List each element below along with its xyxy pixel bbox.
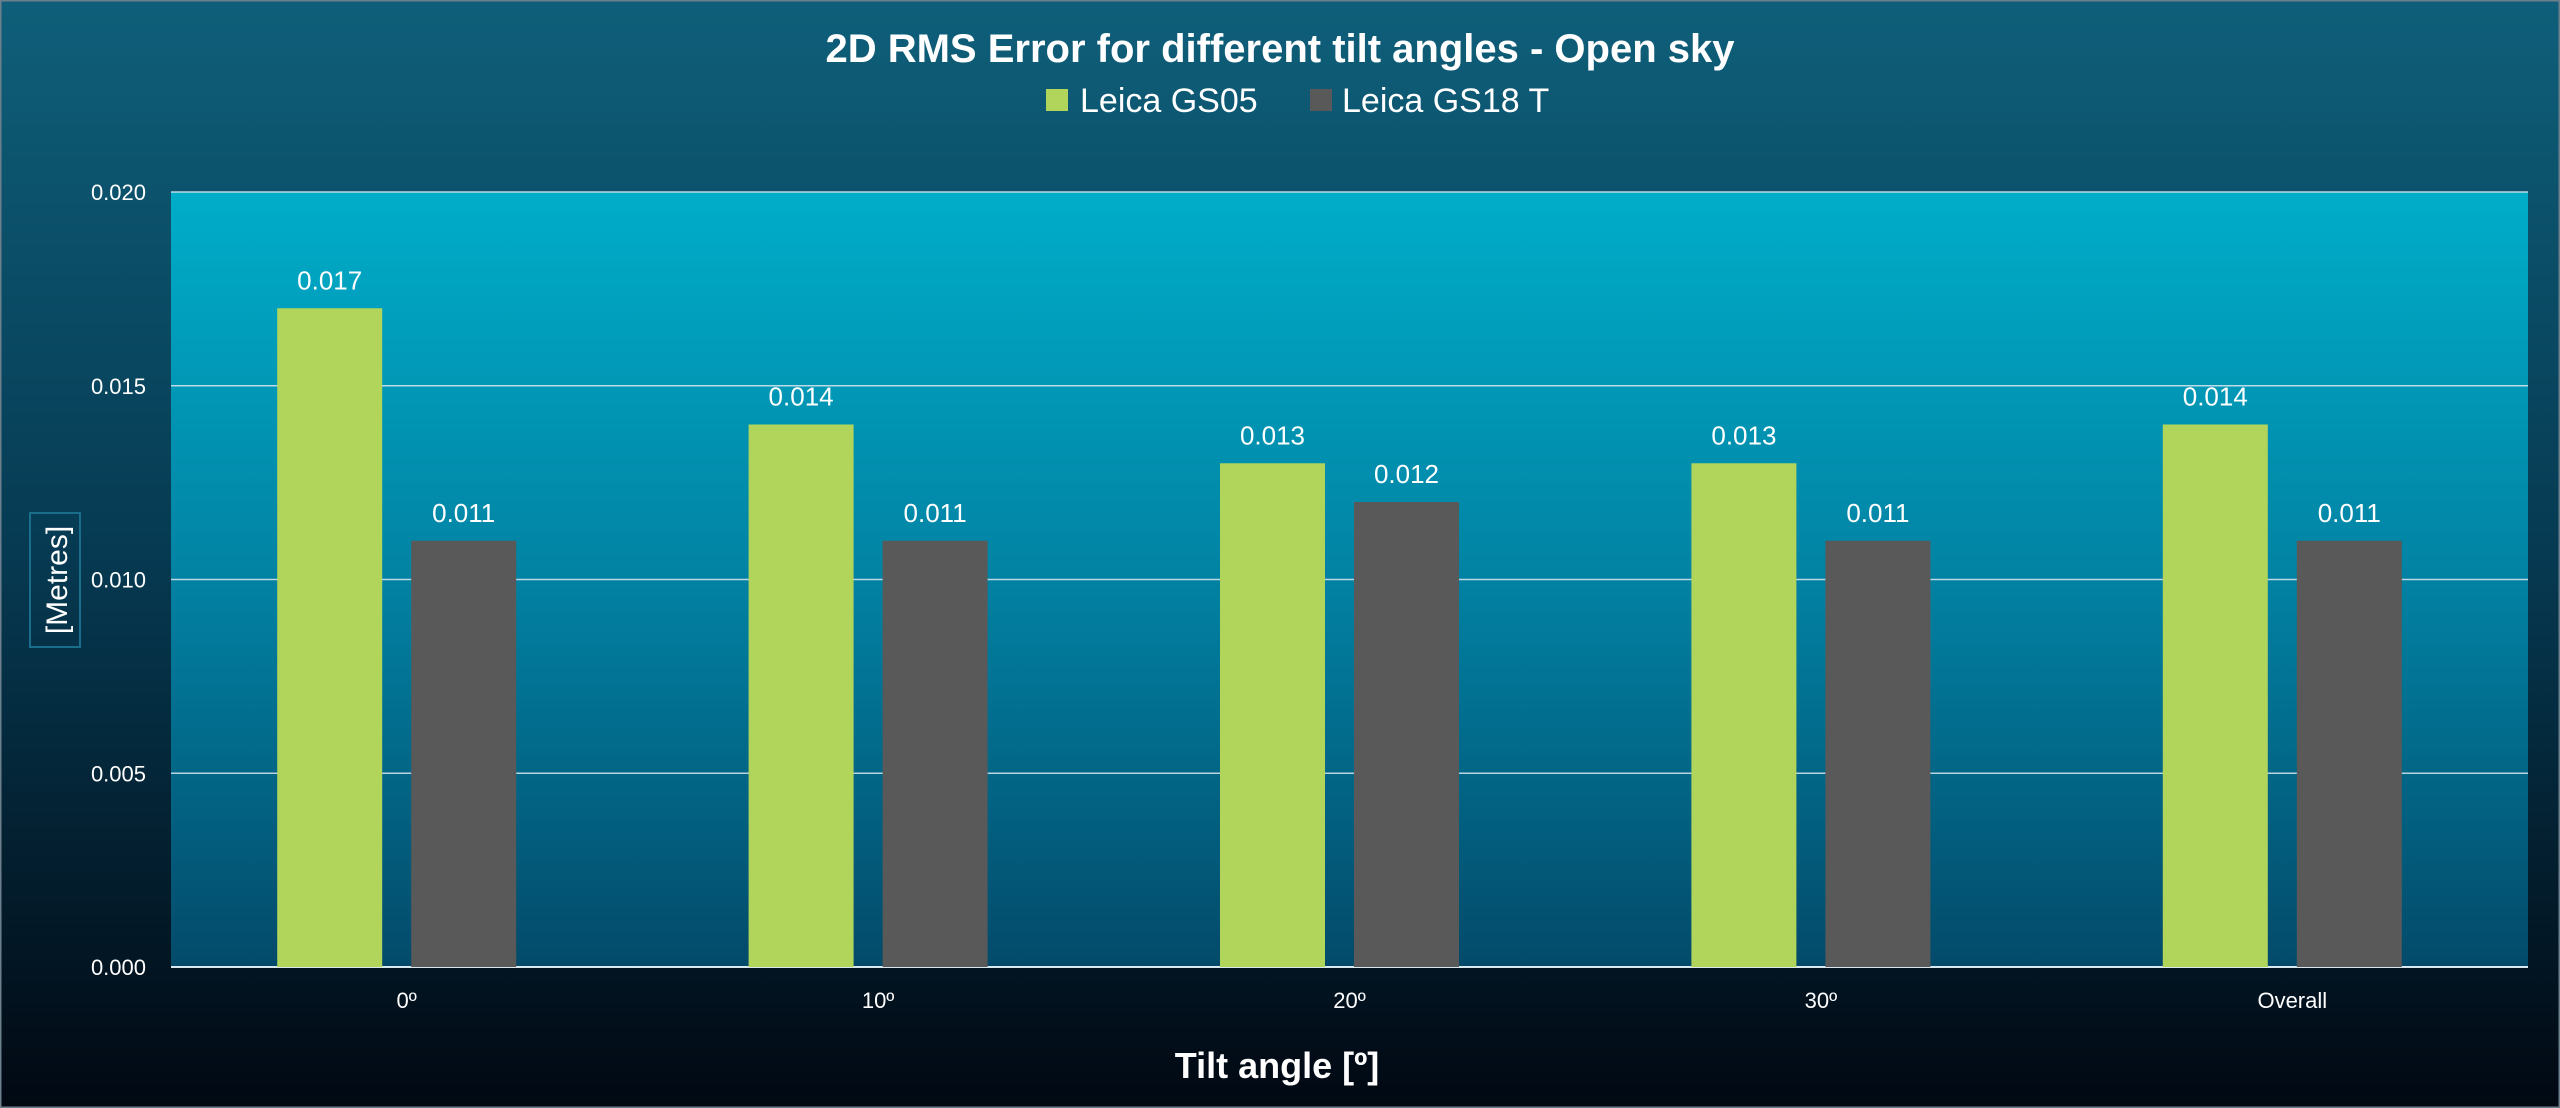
x-tick-label: 20º bbox=[1333, 988, 1366, 1013]
y-tick-label: 0.010 bbox=[91, 568, 146, 593]
data-labels: 0.017 0.011 0.014 0.011 0.013 0.012 0.013 0.011… bbox=[297, 265, 2381, 528]
data-label: 0.013 bbox=[1240, 420, 1305, 450]
x-tick-label: 30º bbox=[1805, 988, 1838, 1013]
chart-title: 2D RMS Error for different tilt angles -… bbox=[825, 27, 1735, 71]
bars bbox=[277, 308, 2402, 967]
y-axis-label-box bbox=[29, 512, 81, 648]
y-tick-label: 0.020 bbox=[91, 180, 146, 205]
data-label: 0.013 bbox=[1711, 420, 1776, 450]
legend: Leica GS05 Leica GS18 T bbox=[1046, 82, 1549, 120]
bar-gs18t bbox=[1825, 540, 1931, 967]
data-label: 0.011 bbox=[432, 498, 495, 528]
x-axis-ticks: 0º 10º 20º 30º Overall bbox=[397, 988, 2328, 1013]
x-tick-label: 0º bbox=[397, 988, 417, 1013]
x-axis-title: Tilt angle [º] bbox=[1175, 1045, 1380, 1086]
y-tick-label: 0.005 bbox=[91, 761, 146, 786]
legend-swatch-gs05 bbox=[1046, 89, 1068, 111]
y-axis-label: [Metres] bbox=[29, 512, 81, 648]
data-label: 0.011 bbox=[1846, 498, 1909, 528]
legend-swatch-gs18t bbox=[1310, 89, 1332, 111]
data-label: 0.011 bbox=[904, 498, 967, 528]
bar-gs05 bbox=[1691, 463, 1797, 967]
data-label: 0.011 bbox=[2318, 498, 2381, 528]
bar-gs18t bbox=[2296, 540, 2402, 967]
x-tick-label: 10º bbox=[862, 988, 895, 1013]
bar-gs18t bbox=[1354, 502, 1459, 967]
x-tick-label: Overall bbox=[2257, 988, 2327, 1013]
bar-gs05 bbox=[1220, 463, 1325, 967]
bar-gs05 bbox=[277, 308, 383, 967]
bar-gs05 bbox=[2162, 424, 2268, 967]
y-tick-label: 0.000 bbox=[91, 955, 146, 980]
y-tick-label: 0.015 bbox=[91, 374, 146, 399]
bar-gs18t bbox=[411, 540, 517, 967]
bar-gs18t bbox=[882, 540, 988, 967]
data-label: 0.014 bbox=[769, 382, 834, 412]
gridlines bbox=[171, 191, 2528, 968]
legend-label-gs18t: Leica GS18 T bbox=[1342, 82, 1549, 120]
legend-label-gs05: Leica GS05 bbox=[1080, 82, 1258, 120]
data-label: 0.014 bbox=[2183, 382, 2248, 412]
data-label: 0.012 bbox=[1374, 459, 1439, 489]
data-label: 0.017 bbox=[297, 265, 362, 295]
y-axis-title: [Metres] bbox=[41, 526, 74, 634]
bar-gs05 bbox=[748, 424, 854, 967]
y-axis-ticks: 0.000 0.005 0.010 0.015 0.020 bbox=[91, 180, 146, 980]
